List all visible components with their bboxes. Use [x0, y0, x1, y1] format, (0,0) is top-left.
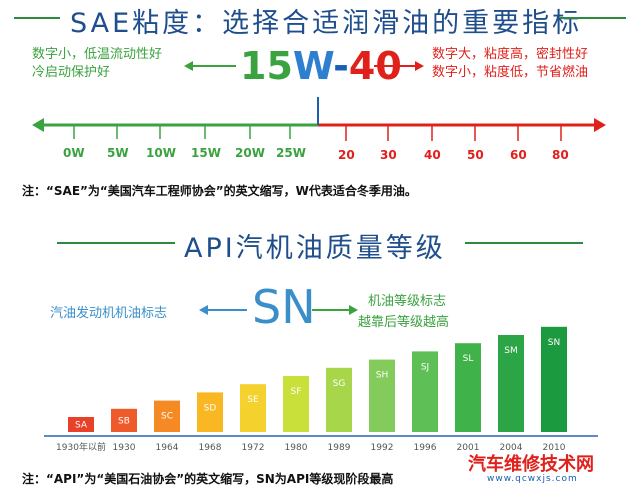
api-grade-bar [326, 367, 352, 432]
api-grade-mark-text-1: 机油等级标志 [368, 294, 447, 309]
api-footnote: 注：“API”为“美国石油协会”的英文缩写，SN为API等级现阶段最高 [22, 472, 394, 486]
api-grade-bar-label: SF [291, 387, 302, 397]
sae-tick-25w: 25W [276, 146, 306, 160]
sae-tick-40: 40 [424, 148, 441, 162]
api-grade-year-label: 1930 [113, 443, 136, 453]
api-grade-bar-label: SA [75, 421, 88, 431]
watermark-url: www.qcwxjs.com [487, 474, 578, 484]
sae-tick-80: 80 [552, 148, 569, 162]
sae-scale [32, 97, 606, 141]
api-grade-bar-label: SL [463, 354, 474, 364]
api-grade-year-label: 1972 [242, 443, 265, 453]
watermark-text: 汽车维修技术网 [468, 454, 594, 475]
api-grade-year-label: 1968 [199, 443, 222, 453]
api-grade-year-label: 2010 [543, 443, 566, 453]
sae-tick-20w: 20W [235, 146, 265, 160]
sae-low-temp-text-2: 冷启动保护好 [32, 65, 111, 80]
api-grade-bar [369, 359, 395, 432]
sae-grade-summer-number: 40 [348, 44, 402, 88]
api-grade-bar [154, 400, 180, 432]
api-grade-year-label: 1964 [156, 443, 179, 453]
sae-title-rule-left [14, 17, 60, 19]
api-title-rule-right [465, 242, 583, 244]
sae-tick-20: 20 [338, 148, 355, 162]
api-gasoline-oil-text: 汽油发动机机油标志 [50, 306, 168, 321]
api-grade-bar [498, 335, 524, 432]
api-grade-bars: SA 1930年以前 SB 1930 SC 1964 SD 1968 SE 1972 SF 1980 S… [44, 326, 598, 453]
sae-tick-60: 60 [510, 148, 527, 162]
api-grade-bar [412, 351, 438, 432]
sae-grade-winter-number: 15 [240, 44, 293, 88]
sae-tick-15w: 15W [191, 146, 221, 160]
api-left-arrow [199, 305, 247, 315]
api-title: API汽机油质量等级 [184, 233, 446, 264]
api-grade-bar-label: SG [333, 379, 346, 389]
api-grade-mark-text-2: 越靠后等级越高 [358, 315, 450, 330]
api-title-rule-left [57, 242, 175, 244]
api-grade-year-label: 1930年以前 [56, 441, 106, 453]
api-grade-bar-label: SM [504, 346, 517, 356]
sae-footnote: 注：“SAE”为“美国汽车工程师协会”的英文缩写，W代表适合冬季用油。 [22, 184, 417, 198]
sae-grade-dash: - [333, 44, 349, 88]
sae-high-visc-text-1: 数字大，粘度高，密封性好 [432, 47, 589, 62]
api-right-arrow [312, 305, 358, 315]
api-grade-bar [541, 326, 567, 432]
api-grade-bar-label: SD [204, 403, 217, 413]
api-grade-year-label: 1996 [414, 443, 437, 453]
sae-grade-winter-letter: W [292, 44, 334, 88]
api-grade-bar-label: SE [247, 395, 259, 405]
api-grade-year-label: 1989 [328, 443, 351, 453]
api-grade-bar [197, 392, 223, 432]
api-grade-bar [111, 408, 137, 432]
api-center-label: SN [252, 280, 316, 334]
sae-low-temp-text-1: 数字小，低温流动性好 [32, 47, 163, 62]
api-grade-bar-label: SC [161, 412, 173, 422]
sae-right-arrow [374, 61, 424, 71]
sae-tick-30: 30 [380, 148, 397, 162]
api-grade-year-label: 2004 [500, 443, 523, 453]
api-grade-bar [283, 376, 309, 432]
api-grade-bar-label: SN [548, 338, 560, 348]
api-grade-bar [240, 384, 266, 432]
sae-grade-label: 15W-40 [240, 44, 402, 88]
api-grade-bar-label: SH [376, 371, 388, 381]
sae-tick-5w: 5W [107, 146, 129, 160]
sae-tick-10w: 10W [146, 146, 176, 160]
api-grade-bar-label: SB [118, 416, 130, 426]
api-grade-year-label: 1980 [285, 443, 308, 453]
api-grade-year-label: 1992 [371, 443, 394, 453]
sae-title: SAE粘度：选择合适润滑油的重要指标 [70, 8, 583, 39]
api-grade-bar [455, 343, 481, 432]
sae-title-rule-right [560, 17, 626, 19]
sae-tick-50: 50 [467, 148, 484, 162]
sae-high-visc-text-2: 数字小，粘度低，节省燃油 [432, 65, 589, 80]
api-grade-bar-label: SJ [421, 362, 429, 372]
api-grade-bar [68, 417, 94, 432]
sae-left-arrow [184, 61, 236, 71]
api-grade-year-label: 2001 [457, 443, 480, 453]
sae-tick-0w: 0W [63, 146, 85, 160]
